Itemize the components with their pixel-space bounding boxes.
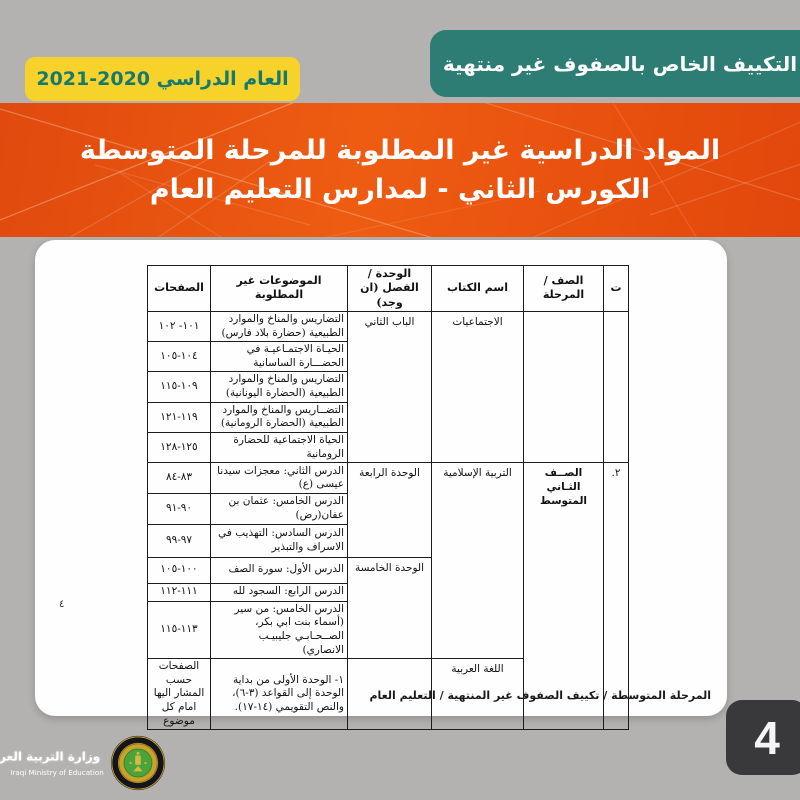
- page-title-line2: الكورس الثاني - لمدارس التعليم العام: [149, 174, 651, 205]
- document-card: ت الصف /المرحلة اسم الكتاب الوحدة / الفص…: [35, 240, 727, 731]
- table-row: ٢. الصــف الثـاني المتوسط التربية الإسلا…: [147, 462, 629, 731]
- col-header-grade: الصف /المرحلة: [523, 265, 604, 312]
- col-header-book: اسم الكتاب: [431, 265, 524, 312]
- table-row: التضــاريس والمناخ والموارد الطبيعية (ال…: [147, 401, 629, 434]
- topic-cell: التضــاريس والمناخ والموارد الطبيعية (ال…: [210, 401, 348, 434]
- program-banner-label: التكييف الخاص بالصفوف غير منتهية: [442, 51, 798, 76]
- table-row: الدرس الرابع: السجود لله ١١١-١١٢: [147, 582, 629, 602]
- document-footer: المرحلة المتوسطة / تكييف الصفوف غير المن…: [369, 689, 711, 702]
- table-row: التضاريس والمناخ والموارد الطبيعية (الحض…: [147, 371, 629, 403]
- pages-cell: ٩٠-٩١: [147, 493, 211, 525]
- ministry-logo: وزارة التربية العراقية Iraqi Ministry of…: [0, 728, 168, 798]
- topic-cell: الدرس الرابع: السجود لله: [210, 582, 348, 602]
- table-row: الدرس الخامس: عثمان بن عفان(رض) ٩٠-٩١: [147, 493, 629, 525]
- unrequired-subjects-table: ت الصف /المرحلة اسم الكتاب الوحدة / الفص…: [147, 265, 629, 731]
- card-page-number: ٤: [59, 599, 65, 610]
- col-header-num: ت: [603, 265, 629, 312]
- title-band: المواد الدراسية غير المطلوبة للمرحلة الم…: [0, 103, 800, 237]
- pages-cell: ١٠٠-١٠٥: [147, 556, 211, 584]
- pages-cell: ١٠١- ١٠٢: [147, 310, 211, 343]
- unit-cell: الوحدة الخامسة: [347, 556, 432, 660]
- grade-cell: [523, 310, 604, 464]
- ministry-logo-text: وزارة التربية العراقية Iraqi Ministry of…: [0, 750, 104, 777]
- page-number-label: 4: [754, 711, 780, 764]
- pages-cell: ١١٣-١١٥: [147, 600, 211, 660]
- topic-cell: الدرس الخامس: عثمان بن عفان(رض): [210, 493, 348, 525]
- page-number-badge: 4: [726, 700, 800, 775]
- ministry-name-english: Iraqi Ministry of Education: [10, 767, 104, 777]
- table-row: الحياة الاجتماعية للحضارة الرومانية ١٢٥-…: [147, 432, 629, 464]
- topic-cell: الدرس الخامس: من سير (أسماء بنت ابي بكر،…: [210, 600, 348, 660]
- pages-cell: ١٠٩-١١٥: [147, 371, 211, 403]
- pages-cell: ١٠٤-١٠٥: [147, 341, 211, 373]
- book-cell: اللغة العربية: [431, 658, 524, 731]
- unit-cell: الباب الثاني: [347, 310, 432, 464]
- topic-cell: التضاريس والمناخ والموارد الطبيعية (حضار…: [210, 310, 348, 343]
- grade-cell: الصــف الثـاني المتوسط: [523, 462, 604, 731]
- topic-cell: الدرس الأول: سورة الصف: [210, 556, 348, 584]
- pages-cell: ١١١-١١٢: [147, 582, 211, 602]
- table-row: الدرس الخامس: من سير (أسماء بنت ابي بكر،…: [147, 600, 629, 660]
- pages-cell: ٨٣-٨٤: [147, 462, 211, 495]
- topic-cell: ١- الوحدة الأولى من بداية الوحدة إلى الق…: [210, 658, 348, 731]
- table-row: اللغة العربية ١- الوحدة الأولى من بداية …: [147, 658, 629, 731]
- topic-cell: التضاريس والمناخ والموارد الطبيعية (الحض…: [210, 371, 348, 403]
- program-banner: التكييف الخاص بالصفوف غير منتهية: [430, 30, 800, 97]
- table-row: الوحدة الخامسة الدرس الأول: سورة الصف ١٠…: [147, 556, 629, 660]
- page-title: المواد الدراسية غير المطلوبة للمرحلة الم…: [0, 103, 800, 237]
- topic-cell: الحياة الاجتماعية للحضارة الرومانية: [210, 432, 348, 464]
- school-year-banner: العام الدراسي 2020-2021: [25, 57, 300, 101]
- unit-cell: [347, 658, 432, 731]
- num-cell: [603, 310, 629, 464]
- ministry-name-arabic: وزارة التربية العراقية: [0, 750, 101, 764]
- topic-cell: الحيـاة الاجتمـاعيـة في الحضـــارة الساس…: [210, 341, 348, 373]
- col-header-topics: الموضوعات غير المطلوبة: [210, 265, 348, 312]
- num-cell: ٢.: [603, 462, 629, 731]
- school-year-label: العام الدراسي 2020-2021: [36, 68, 289, 90]
- col-header-unit: الوحدة / الفصل (ان وجد): [347, 265, 432, 312]
- topic-cell: الدرس الثاني: معجزات سيدنا عيسى (ع): [210, 462, 348, 495]
- pages-cell: الصفحات حسب المشار اليها امام كل موضوع: [147, 658, 211, 731]
- book-cell: التربية الإسلامية: [431, 462, 524, 660]
- book-cell: الاجتماعيات: [431, 310, 524, 464]
- col-header-pages: الصفحات: [147, 265, 211, 312]
- pages-cell: ١١٩-١٢١: [147, 401, 211, 434]
- unit-cell: الوحدة الرابعة: [347, 462, 432, 558]
- page-title-line1: المواد الدراسية غير المطلوبة للمرحلة الم…: [79, 135, 721, 166]
- topic-cell: الدرس السادس: التهذيب في الاسراف والتبذي…: [210, 523, 348, 558]
- pages-cell: ٩٧-٩٩: [147, 523, 211, 558]
- pages-cell: ١٢٥-١٢٨: [147, 432, 211, 464]
- ministry-seal-icon: [110, 735, 166, 791]
- table-row: الدرس السادس: التهذيب في الاسراف والتبذي…: [147, 523, 629, 558]
- table-row: الحيـاة الاجتمـاعيـة في الحضـــارة الساس…: [147, 341, 629, 373]
- table-header-row: ت الصف /المرحلة اسم الكتاب الوحدة / الفص…: [147, 265, 629, 312]
- abstract-lines-decoration: [0, 103, 800, 237]
- table-row: الاجتماعيات الباب الثاني التضاريس والمنا…: [147, 310, 629, 464]
